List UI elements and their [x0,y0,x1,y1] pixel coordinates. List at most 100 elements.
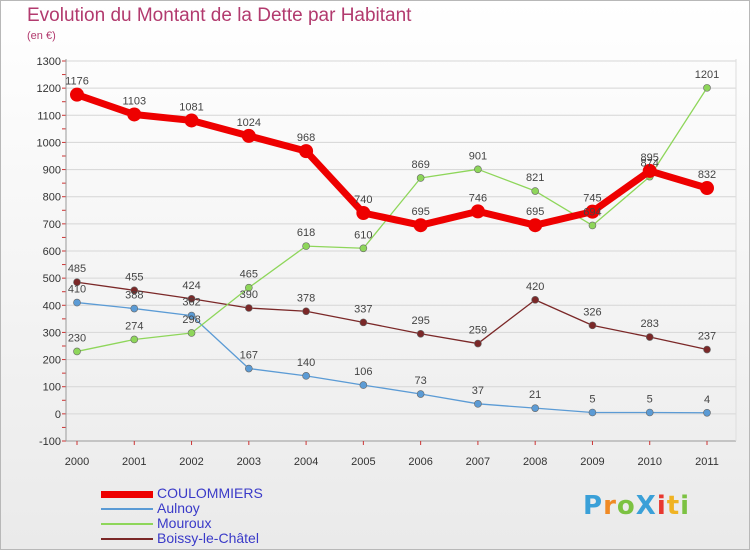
data-point [416,329,425,338]
data-point [359,318,368,327]
data-point [130,304,139,313]
data-label: 618 [297,227,315,239]
data-label: 610 [354,229,372,241]
data-point [588,221,597,230]
data-label: 283 [641,318,659,330]
chart-subtitle: (en €) [27,30,56,42]
data-point [241,128,256,143]
series-line-Mouroux [76,87,708,353]
x-tick-label: 2006 [408,456,432,468]
logo-letter: o [616,491,636,521]
legend-swatch [101,538,153,540]
data-point [585,204,600,219]
data-point [302,307,310,316]
data-label: 259 [469,325,487,337]
data-point [245,283,253,292]
data-label: 73 [415,375,427,387]
data-label: 274 [125,320,143,332]
y-tick-label: 400 [43,300,61,312]
data-point [474,400,482,408]
x-tick-label: 2007 [466,456,490,468]
series-lines [70,84,714,417]
x-tick-label: 2001 [122,456,146,468]
data-point [700,181,714,196]
data-point [416,174,425,182]
data-label: 4 [704,394,710,406]
data-label: 821 [526,172,544,184]
y-tick-label: 1100 [37,110,61,122]
logo-letter: r [603,491,617,521]
data-label: 1201 [695,69,719,81]
data-label: 5 [647,394,653,406]
data-label: 745 [583,193,601,205]
data-point [127,107,142,122]
data-point [531,187,539,195]
y-tick-label: 800 [43,192,61,204]
logo-letter: i [680,491,691,521]
data-point [642,163,657,178]
y-tick-label: 1000 [37,137,61,149]
axes [62,59,737,445]
legend-label: Aulnoy [157,500,200,516]
data-label: 832 [698,169,716,181]
data-label: 895 [641,152,659,164]
data-label: 140 [297,357,315,369]
x-tick-label: 2004 [294,456,318,468]
y-tick-label: 500 [43,273,61,285]
data-label: 465 [240,269,258,281]
series-line-COULOMMIERS [75,91,709,229]
y-tick-label: 0 [55,409,61,421]
data-label: 869 [411,159,429,171]
data-point [187,294,196,303]
y-tick-label: 900 [43,165,61,177]
data-point [531,404,539,412]
x-tick-label: 2000 [65,456,89,468]
data-point [73,278,81,287]
data-label: 694 [583,206,601,218]
data-label: 295 [411,315,429,327]
y-tick-label: 300 [43,327,61,339]
data-label: 37 [472,385,484,397]
data-point [184,113,199,128]
x-tick-label: 2002 [179,456,203,468]
data-label: 106 [354,366,372,378]
data-point [645,333,654,341]
data-point [302,242,310,250]
data-label: 746 [469,192,487,204]
data-label: 1176 [65,76,89,88]
legend-swatch [101,508,153,510]
data-point [245,304,253,312]
data-point [470,204,485,219]
legend-swatch [101,523,153,525]
logo-letter: i [656,491,667,521]
x-tick-label: 2011 [695,456,719,468]
chart-title: Evolution du Montant de la Dette par Hab… [27,5,412,26]
data-point [413,218,428,233]
y-tick-label: 1300 [37,56,61,68]
data-label: 410 [68,284,86,296]
grid-lines [66,60,736,415]
data-point [531,296,539,304]
data-label: 326 [583,306,601,318]
data-label: 420 [526,281,544,293]
data-label: 901 [469,150,487,162]
data-point [416,390,425,398]
data-point [703,84,711,92]
data-point [703,408,711,417]
data-point [528,218,543,233]
series-line-Aulnoy [76,301,708,414]
data-label: 455 [125,271,143,283]
data-point [359,244,368,253]
data-label: 5 [589,394,595,406]
data-point [73,347,81,356]
data-label: 695 [526,206,544,218]
data-label: 390 [240,289,258,301]
data-point [356,206,371,220]
data-label: 337 [354,303,372,315]
data-label: 388 [125,290,143,302]
x-tick-label: 2008 [523,456,547,468]
data-label: 237 [698,331,716,343]
data-label: 362 [182,297,200,309]
x-tick-labels: 2000 2001 2002 2003 2004 2005 2006 2007 2008 2009… [65,456,719,468]
